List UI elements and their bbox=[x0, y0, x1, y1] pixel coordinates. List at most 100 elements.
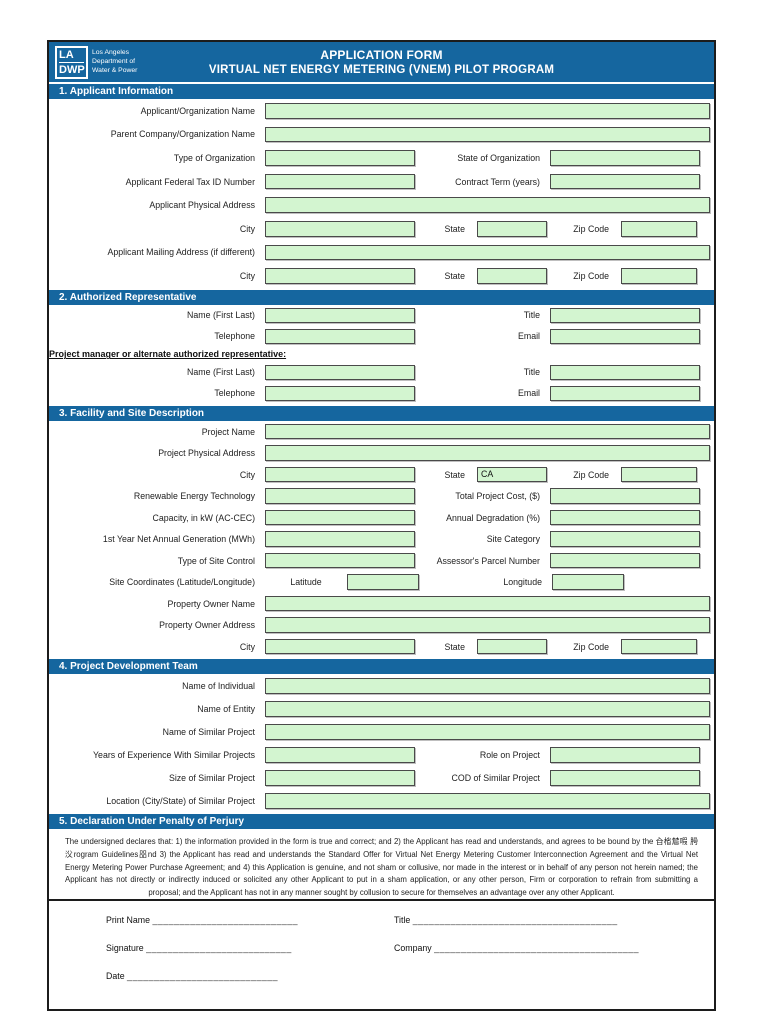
input-email[interactable] bbox=[550, 385, 700, 401]
input-city[interactable] bbox=[265, 466, 415, 483]
section-1-rows: Applicant/Organization Name Parent Compan… bbox=[49, 99, 714, 288]
input-telephone[interactable] bbox=[265, 385, 415, 401]
form-header: LA DWP Los Angeles Department of Water &… bbox=[49, 42, 714, 82]
input-size-of-similar-project[interactable] bbox=[265, 770, 415, 786]
form-row: Applicant Physical Address bbox=[49, 193, 714, 217]
sig-label-company: Company ________________________________… bbox=[394, 943, 714, 953]
ladwp-logo: LA DWP Los Angeles Department of Water &… bbox=[55, 46, 138, 80]
sig-line-signature[interactable]: ___________________________ bbox=[146, 943, 292, 954]
input-applicant-mailing-address-if-different[interactable] bbox=[265, 244, 710, 261]
input-site-category[interactable] bbox=[550, 531, 700, 547]
label-1st-year-net-annual-generation-mwh: 1st Year Net Annual Generation (MWh) bbox=[102, 534, 255, 544]
label-contract-term-years: Contract Term (years) bbox=[455, 176, 540, 187]
input-contract-term-years[interactable] bbox=[550, 173, 700, 190]
input-state-of-organization[interactable] bbox=[550, 150, 700, 166]
label-latitude: Latitude bbox=[290, 577, 322, 587]
form-row: Size of Similar Project COD of Similar Pr… bbox=[49, 766, 714, 789]
label-longitude: Longitude bbox=[503, 577, 542, 587]
input-zip-code[interactable] bbox=[621, 268, 697, 284]
input-project-name[interactable] bbox=[265, 423, 710, 440]
label-applicant-federal-tax-id-number: Applicant Federal Tax ID Number bbox=[125, 176, 255, 187]
input-city[interactable] bbox=[265, 268, 415, 284]
input-city[interactable] bbox=[265, 638, 415, 655]
input-state[interactable] bbox=[477, 221, 547, 237]
label-capacity-in-kw-ac-cec: Capacity, in kW (AC-CEC) bbox=[152, 512, 255, 523]
input-email[interactable] bbox=[550, 328, 700, 344]
input-role-on-project[interactable] bbox=[550, 747, 700, 763]
input-cod-of-similar-project[interactable] bbox=[550, 770, 700, 786]
input-renewable-energy-technology[interactable] bbox=[265, 488, 415, 504]
input-capacity-in-kw-ac-cec[interactable] bbox=[265, 509, 415, 526]
input-name-of-entity[interactable] bbox=[265, 701, 710, 717]
sig-line-print-name[interactable]: ___________________________ bbox=[152, 915, 299, 926]
input-city[interactable] bbox=[265, 221, 415, 237]
form-row: Telephone Email bbox=[49, 383, 714, 404]
input-zip-code[interactable] bbox=[621, 466, 697, 483]
logo-divider bbox=[59, 62, 84, 64]
input-title[interactable] bbox=[550, 364, 700, 380]
input-state[interactable] bbox=[477, 268, 547, 284]
input-longitude[interactable] bbox=[552, 574, 624, 590]
input-state[interactable] bbox=[477, 638, 547, 655]
label-annual-degradation: Annual Degradation (%) bbox=[446, 512, 540, 523]
input-location-city-state-of-similar-project[interactable] bbox=[265, 793, 710, 809]
input-telephone[interactable] bbox=[265, 328, 415, 344]
input-parent-company-organization-name[interactable] bbox=[265, 126, 710, 143]
form-sections: 1. Applicant Information Applicant/Organi… bbox=[49, 82, 714, 899]
label-zip-code: Zip Code bbox=[573, 223, 609, 234]
input-zip-code[interactable] bbox=[621, 221, 697, 237]
form-row: Name (First Last) Title bbox=[49, 362, 714, 383]
sig-text-date: Date bbox=[106, 971, 125, 982]
label-state: State bbox=[444, 270, 465, 281]
input-property-owner-address[interactable] bbox=[265, 617, 710, 633]
subsection-heading: Project manager or alternate authorized … bbox=[49, 349, 287, 360]
label-name-of-individual: Name of Individual bbox=[182, 680, 255, 691]
input-total-project-cost[interactable] bbox=[550, 488, 700, 504]
sig-line-company[interactable]: ______________________________________ bbox=[434, 943, 640, 954]
input-zip-code[interactable] bbox=[621, 638, 697, 655]
label-site-category: Site Category bbox=[486, 534, 540, 544]
form-row: Applicant/Organization Name bbox=[49, 99, 714, 123]
form-row: City State CA Zip Code bbox=[49, 464, 714, 486]
input-name-first-last[interactable] bbox=[265, 364, 415, 380]
input-annual-degradation[interactable] bbox=[550, 509, 700, 526]
input-assessor-s-parcel-number[interactable] bbox=[550, 552, 700, 569]
input-state[interactable]: CA bbox=[477, 466, 547, 483]
input-applicant-physical-address[interactable] bbox=[265, 197, 710, 213]
sig-line-date[interactable]: ____________________________ bbox=[127, 971, 279, 982]
form-row: Name of Similar Project bbox=[49, 720, 714, 743]
label-email: Email bbox=[518, 331, 540, 342]
form-row: Years of Experience With Similar Project… bbox=[49, 743, 714, 766]
input-name-first-last[interactable] bbox=[265, 307, 415, 323]
section-2-rows: Name (First Last) Title Telephone Email Proj… bbox=[49, 304, 714, 404]
sig-label-title: Title __________________________________… bbox=[394, 915, 714, 925]
input-property-owner-name[interactable] bbox=[265, 595, 710, 612]
label-assessor-s-parcel-number: Assessor's Parcel Number bbox=[436, 555, 540, 566]
label-size-of-similar-project: Size of Similar Project bbox=[168, 772, 255, 783]
input-applicant-organization-name[interactable] bbox=[265, 103, 710, 119]
sig-line-title[interactable]: ______________________________________ bbox=[412, 915, 618, 926]
input-name-of-similar-project[interactable] bbox=[265, 724, 710, 740]
input-title[interactable] bbox=[550, 307, 700, 323]
label-title: Title bbox=[523, 310, 540, 321]
section-header-4: 4. Project Development Team bbox=[49, 657, 714, 675]
label-renewable-energy-technology: Renewable Energy Technology bbox=[133, 491, 255, 501]
label-telephone: Telephone bbox=[214, 331, 255, 342]
form-row: City State Zip Code bbox=[49, 217, 714, 241]
label-name-of-similar-project: Name of Similar Project bbox=[162, 726, 255, 737]
input-years-of-experience-with-similar-projects[interactable] bbox=[265, 747, 415, 763]
input-latitude[interactable] bbox=[347, 574, 419, 590]
sig-text-print-name: Print Name bbox=[106, 915, 150, 926]
input-applicant-federal-tax-id-number[interactable] bbox=[265, 173, 415, 190]
logo-org-name: Los Angeles Department of Water & Power bbox=[92, 49, 138, 74]
input-name-of-individual[interactable] bbox=[265, 678, 710, 694]
label-role-on-project: Role on Project bbox=[479, 749, 540, 760]
input-type-of-organization[interactable] bbox=[265, 150, 415, 166]
form-row: City State Zip Code bbox=[49, 264, 714, 288]
form-row: Project Physical Address bbox=[49, 442, 714, 464]
input-project-physical-address[interactable] bbox=[265, 445, 710, 461]
form-row: Telephone Email bbox=[49, 326, 714, 347]
input-type-of-site-control[interactable] bbox=[265, 552, 415, 569]
form-row: Name of Entity bbox=[49, 697, 714, 720]
input-1st-year-net-annual-generation-mwh[interactable] bbox=[265, 531, 415, 547]
